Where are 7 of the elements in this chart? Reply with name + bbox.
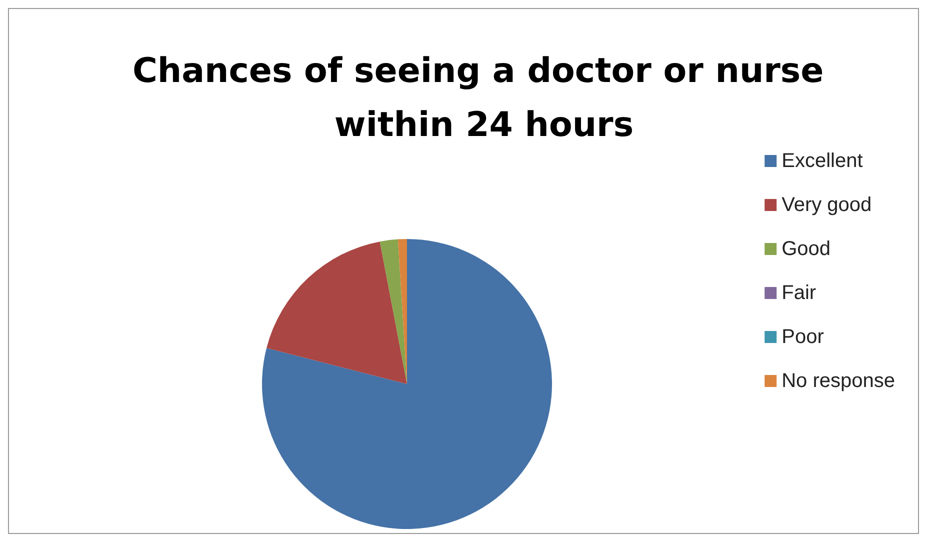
legend-label: Very good bbox=[782, 194, 872, 216]
chart-title: Chances of seeing a doctor or nurse within 24 hours bbox=[132, 51, 836, 145]
legend-label: No response bbox=[782, 370, 896, 392]
legend-label: Good bbox=[782, 238, 831, 260]
legend-label: Poor bbox=[782, 326, 824, 348]
legend-label: Excellent bbox=[782, 150, 864, 172]
legend-label: Fair bbox=[782, 282, 816, 304]
